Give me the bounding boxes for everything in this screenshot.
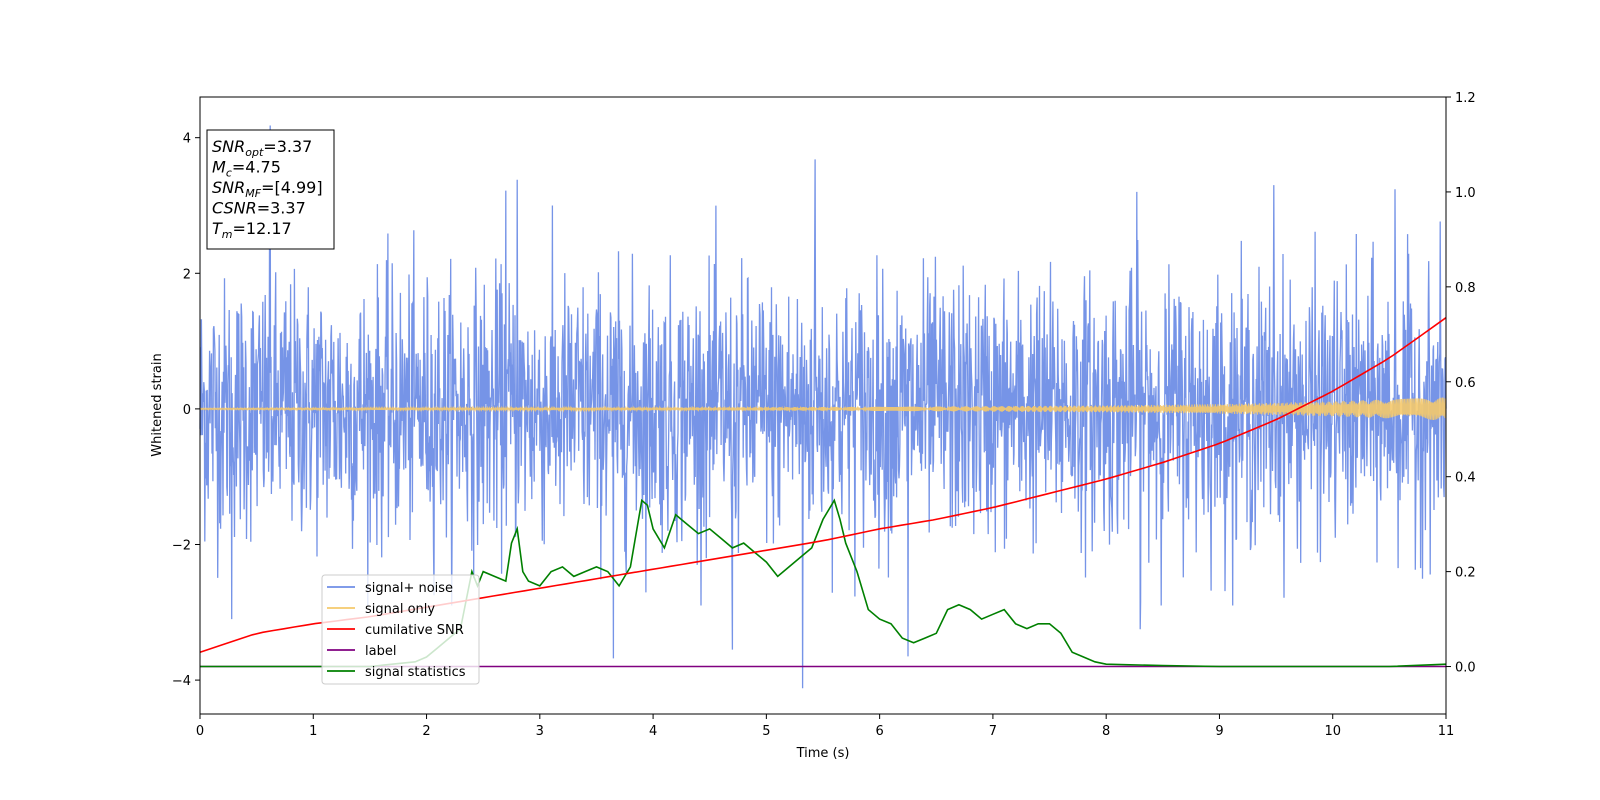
y2-tick-label: 0.6 [1455,376,1476,391]
info-box-entry: Tm=12.17 [212,219,292,241]
info-box-entry: SNRopt=3.37 [212,137,312,159]
legend-entry: label [365,644,396,659]
x-tick-label: 1 [309,724,317,739]
y2-tick-label: 0.0 [1455,661,1476,676]
signal-only-series [199,397,1447,420]
y-tick-label: 0 [183,403,191,418]
plot-frame [199,96,1447,715]
y2-tick-label: 0.4 [1455,471,1476,486]
x-axis-ticks: 0 1 2 3 4 5 6 7 8 9 10 11 [196,714,1454,739]
y2-tick-label: 0.2 [1455,566,1476,581]
y-tick-label: −4 [172,674,191,689]
legend: signal+ noise signal only cumilative SNR la… [321,574,480,685]
noise-series [199,125,1447,689]
x-tick-label: 11 [1438,724,1455,739]
info-box-entry: Mc=4.75 [212,158,281,180]
y-axis-label: Whitened strain [150,353,165,456]
x-tick-label: 5 [762,724,770,739]
x-tick-label: 9 [1215,724,1223,739]
info-box-entry: SNRMF=[4.99] [212,178,323,200]
x-tick-label: 4 [649,724,657,739]
y2-axis-ticks: 0.0 0.2 0.4 0.6 0.8 1.0 1.2 [1446,91,1476,676]
y2-tick-label: 1.2 [1455,91,1476,106]
signal-only-line [199,397,1447,420]
x-tick-label: 3 [536,724,544,739]
legend-entry: signal only [365,602,435,617]
y2-tick-label: 1.0 [1455,186,1476,201]
x-axis-label: Time (s) [796,746,850,761]
signal-noise-line [199,125,1447,689]
x-tick-label: 7 [989,724,997,739]
legend-entry: cumilative SNR [365,623,464,638]
y-tick-label: 2 [183,267,191,282]
y-tick-label: 4 [183,132,191,147]
info-box: SNRopt=3.37Mc=4.75SNRMF=[4.99]CSNR=3.37T… [206,129,335,250]
x-tick-label: 8 [1102,724,1110,739]
x-tick-label: 0 [196,724,204,739]
x-tick-label: 6 [875,724,883,739]
legend-frame [321,574,480,685]
y-tick-label: −2 [172,538,191,553]
y-axis-ticks: −4 −2 0 2 4 [172,132,200,689]
legend-entry: signal statistics [365,665,466,680]
legend-entry: signal+ noise [365,581,453,596]
y2-tick-label: 0.8 [1455,281,1476,296]
info-box-frame [206,129,335,250]
info-box-entry: CSNR=3.37 [212,199,306,218]
x-tick-label: 2 [422,724,430,739]
x-tick-label: 10 [1324,724,1341,739]
